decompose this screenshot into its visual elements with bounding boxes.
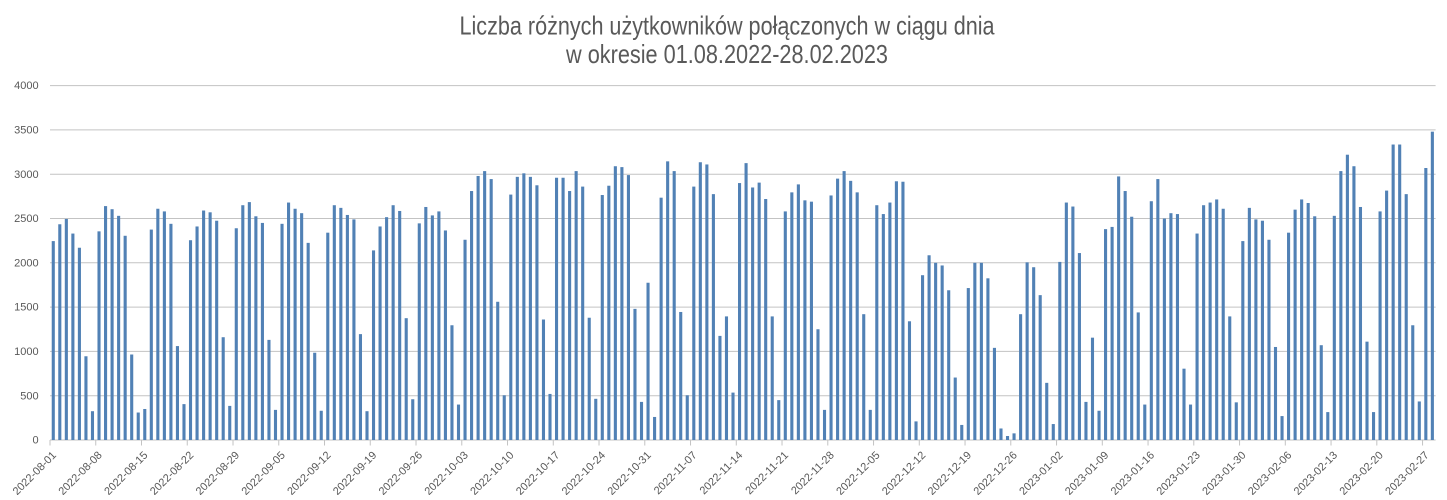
svg-text:2000: 2000 [14,257,38,269]
svg-text:0: 0 [32,435,38,447]
svg-text:Liczba różnych użytkowników po: Liczba różnych użytkowników połączonych … [460,11,995,41]
svg-text:500: 500 [20,390,38,402]
svg-text:4000: 4000 [14,80,38,92]
svg-text:3000: 3000 [14,169,38,181]
svg-text:1500: 1500 [14,302,38,314]
svg-text:1000: 1000 [14,346,38,358]
svg-text:w okresie 01.08.2022-28.02.202: w okresie 01.08.2022-28.02.2023 [565,39,888,69]
svg-text:2500: 2500 [14,213,38,225]
svg-text:3500: 3500 [14,125,38,137]
